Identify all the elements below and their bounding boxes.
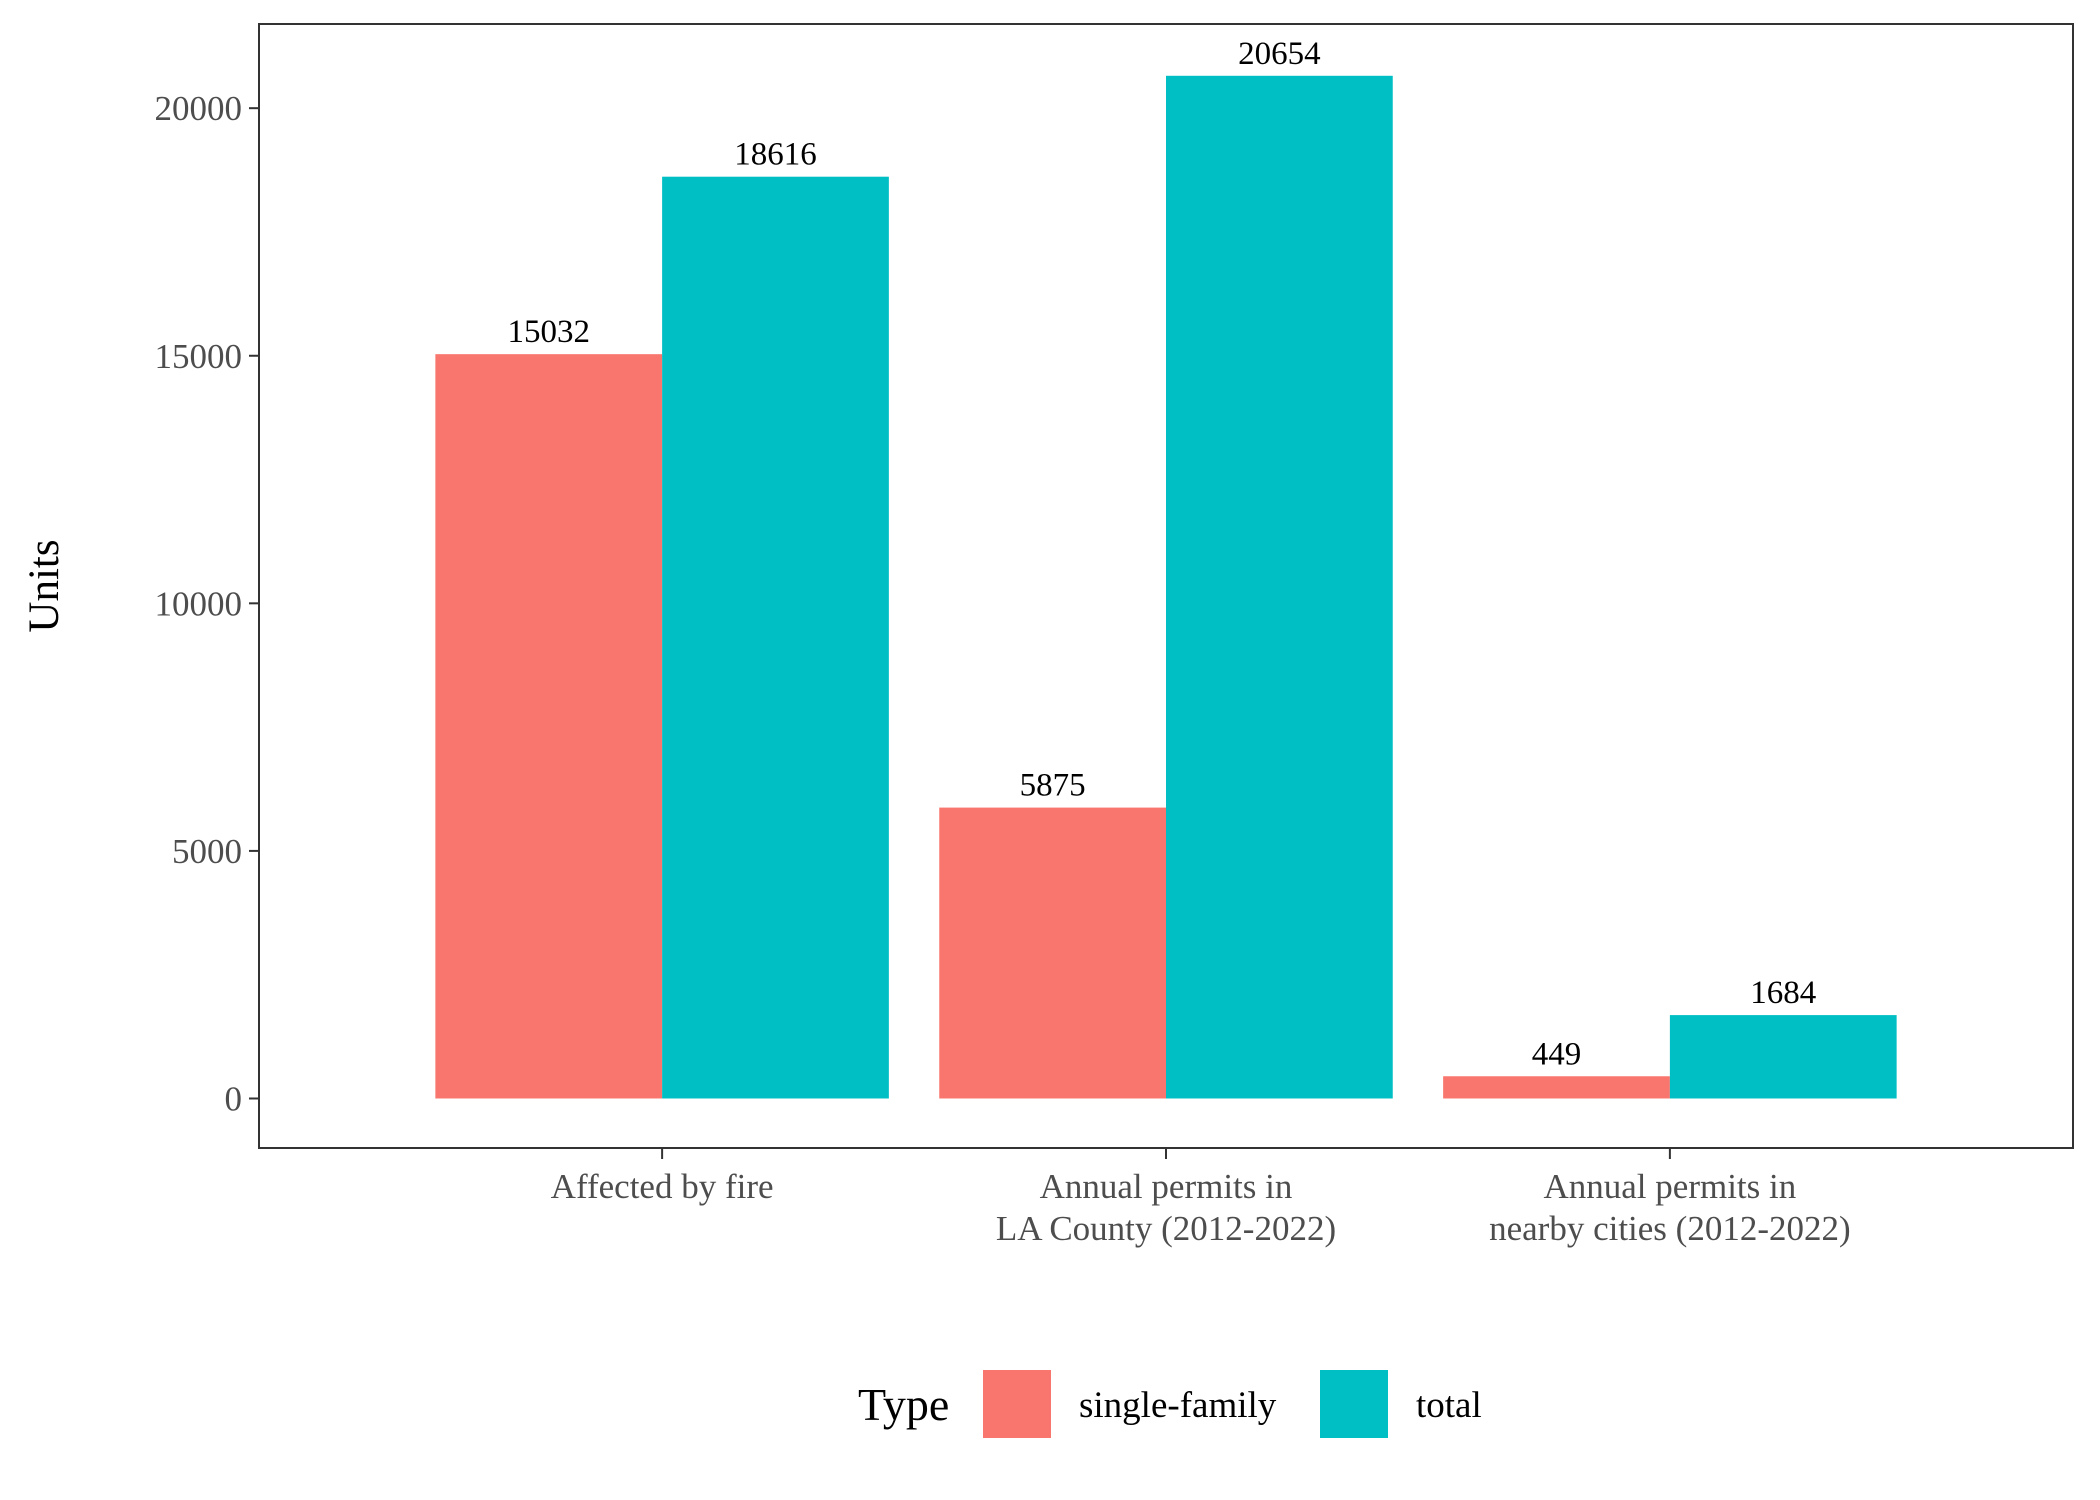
bar-total: [1669, 1015, 1897, 1099]
data-label: 1684: [1750, 975, 1816, 1011]
y-tick-label: 20000: [155, 89, 243, 128]
bar-single-family: [1443, 1076, 1670, 1099]
data-label: 449: [1532, 1036, 1582, 1072]
bar-total: [662, 176, 889, 1099]
y-tick-label: 15000: [155, 337, 243, 376]
x-tick-label: Annual permits in LA County (2012-2022): [996, 1167, 1336, 1248]
legend-title: Type: [858, 1379, 949, 1430]
bar-total: [1166, 75, 1393, 1099]
y-tick-label: 5000: [172, 832, 242, 871]
y-tick-label: 10000: [155, 584, 243, 623]
data-label: 5875: [1020, 768, 1086, 804]
data-label: 20654: [1238, 36, 1321, 72]
data-label: 18616: [734, 137, 817, 173]
legend-label: total: [1416, 1385, 1482, 1426]
y-axis-title: Units: [21, 539, 68, 632]
bar-single-family: [435, 354, 663, 1099]
x-tick-label: Annual permits in nearby cities (2012-202…: [1489, 1167, 1851, 1248]
x-tick-label-line: Annual permits in: [1040, 1167, 1293, 1206]
x-tick-label: Affected by fire: [551, 1167, 774, 1206]
legend-key-total: [1320, 1370, 1388, 1438]
x-tick-label-line: Affected by fire: [551, 1167, 774, 1206]
x-tick-label-line: LA County (2012-2022): [996, 1209, 1336, 1248]
x-tick-label-line: Annual permits in: [1544, 1167, 1797, 1206]
data-label: 15032: [507, 314, 590, 350]
y-tick-label: 0: [225, 1079, 243, 1118]
bar-single-family: [939, 807, 1166, 1099]
x-tick-label-line: nearby cities (2012-2022): [1489, 1209, 1851, 1248]
legend-key-single-family: [983, 1370, 1051, 1438]
legend-label: single-family: [1079, 1385, 1277, 1426]
